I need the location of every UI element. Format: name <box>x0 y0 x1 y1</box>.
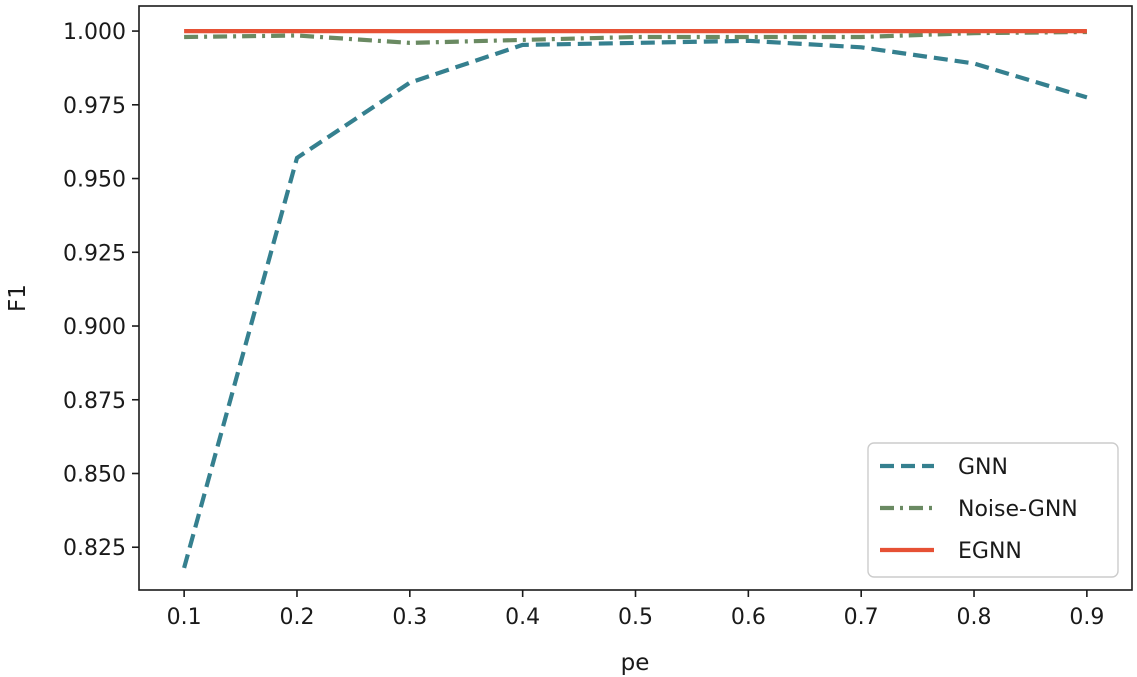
y-tick-label: 0.900 <box>63 315 126 340</box>
y-tick-label: 0.925 <box>63 241 126 266</box>
x-tick-label: 0.3 <box>392 605 427 630</box>
legend-box <box>867 442 1119 578</box>
x-tick-label: 0.4 <box>505 605 540 630</box>
y-tick-label: 0.875 <box>63 389 126 414</box>
y-axis-label: F1 <box>5 284 31 312</box>
x-axis-label: pe <box>621 650 650 676</box>
x-tick-label: 0.6 <box>731 605 766 630</box>
x-tick-label: 0.7 <box>844 605 879 630</box>
y-tick-label: 0.950 <box>63 168 126 193</box>
x-tick-label: 0.1 <box>167 605 202 630</box>
legend-label: Noise-GNN <box>958 497 1078 522</box>
y-tick-label: 0.825 <box>63 536 126 561</box>
series-line-gnn <box>182 38 1088 569</box>
y-tick-label: 1.000 <box>63 20 126 45</box>
y-axis-ticks: 0.825 0.850 0.875 0.900 0.925 0.950 0.975 1.000 <box>63 20 139 561</box>
legend: GNN Noise-GNN EGNN <box>867 442 1119 578</box>
x-tick-label: 0.9 <box>1069 605 1104 630</box>
x-tick-label: 0.5 <box>618 605 653 630</box>
y-tick-label: 0.850 <box>63 462 126 487</box>
series-line-noise-gnn <box>184 29 1087 46</box>
x-axis-ticks: 0.1 0.2 0.3 0.4 0.5 0.6 0.7 0.8 0.9 <box>167 590 1104 630</box>
legend-label: EGNN <box>958 539 1022 564</box>
legend-label: GNN <box>958 455 1008 480</box>
y-tick-label: 0.975 <box>63 94 126 119</box>
x-tick-label: 0.2 <box>279 605 314 630</box>
plot-area <box>182 29 1088 569</box>
x-tick-label: 0.8 <box>957 605 992 630</box>
